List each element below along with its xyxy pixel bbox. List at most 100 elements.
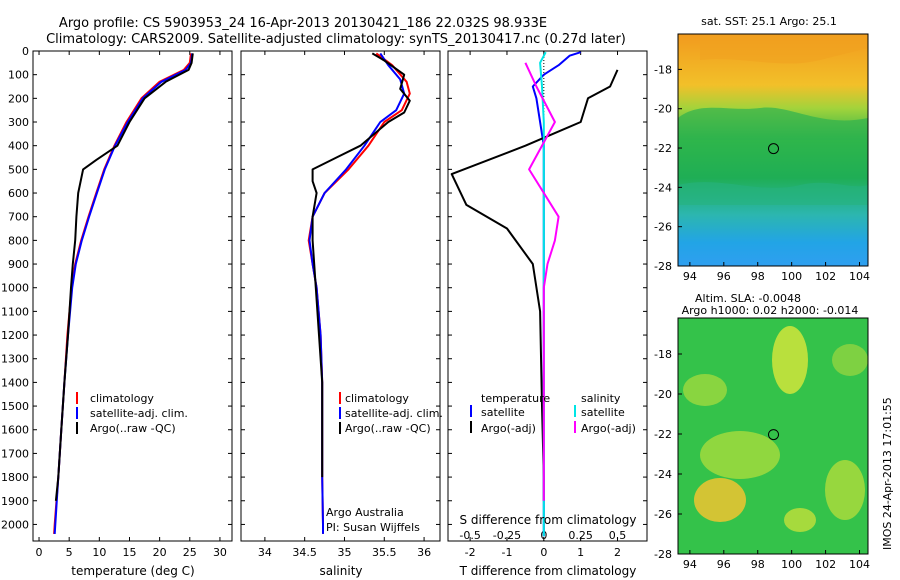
x-tick-label: 20 xyxy=(153,546,167,559)
title-line-1: Argo profile: CS 5903953_24 16-Apr-2013 … xyxy=(59,16,547,31)
map-y-tick-label: -18 xyxy=(654,348,672,361)
depth-tick-label: 200 xyxy=(8,92,29,105)
series-line xyxy=(308,52,406,534)
temperature-xlabel: temperature (deg C) xyxy=(71,564,194,578)
s-difference-label: S difference from climatology xyxy=(460,513,637,527)
depth-tick-label: 900 xyxy=(8,258,29,271)
legend-label-satellite: satellite-adj. clim. xyxy=(345,407,443,420)
title-line-2: Climatology: CARS2009. Satellite-adjuste… xyxy=(46,32,626,47)
depth-tick-label: 0 xyxy=(22,45,29,58)
t-difference-xlabel: T difference from climatology xyxy=(459,564,637,578)
series-line xyxy=(54,53,194,501)
depth-tick-label: 100 xyxy=(8,69,29,82)
sst-argo-marker xyxy=(768,143,780,155)
difference-legend: temperature satellite Argo(-adj) salinit… xyxy=(470,392,636,435)
depth-tick-label: 1700 xyxy=(1,447,29,460)
x-tick-label: 2 xyxy=(614,546,621,559)
s-tick-label: -0.5 xyxy=(459,529,480,542)
depth-tick-label: 500 xyxy=(8,163,29,176)
legend-label-s-satellite: satellite xyxy=(581,406,625,419)
x-tick-label: -2 xyxy=(465,546,476,559)
legend-label-satellite: satellite-adj. clim. xyxy=(90,407,188,420)
s-tick-label: -0.25 xyxy=(493,529,521,542)
series-line xyxy=(53,53,194,534)
depth-tick-label: 1400 xyxy=(1,376,29,389)
legend-label-argo: Argo(..raw -QC) xyxy=(345,422,431,435)
depth-axis: 0 100 200 300 400 500 600 700 800 900 1000 1100 1200… xyxy=(1,45,647,531)
map-x-tick-label: 96 xyxy=(717,558,731,571)
sst-map-field xyxy=(678,34,868,266)
imos-timestamp-label: IMOS 24-Apr-2013 17:01:55 xyxy=(881,397,894,550)
x-tick-label: 36 xyxy=(417,546,431,559)
depth-tick-label: 300 xyxy=(8,116,29,129)
depth-tick-label: 1300 xyxy=(1,353,29,366)
depth-tick-label: 1200 xyxy=(1,329,29,342)
depth-tick-label: 1100 xyxy=(1,305,29,318)
map-x-tick-label: 96 xyxy=(717,270,731,283)
sla-map-frame xyxy=(677,317,869,555)
x-tick-label: 10 xyxy=(92,546,106,559)
map-y-tick-label: -26 xyxy=(654,221,672,234)
map-y-tick-label: -26 xyxy=(654,508,672,521)
series-line xyxy=(524,62,560,501)
legend-title-temperature: temperature xyxy=(481,392,550,405)
x-tick-label: 1 xyxy=(577,546,584,559)
series-line xyxy=(311,52,411,478)
depth-tick-label: 2000 xyxy=(1,518,29,531)
sla-map-title-1: Altim. SLA: -0.0048 xyxy=(695,292,801,305)
temperature-x-axis: 0 5 10 15 20 25 30 xyxy=(36,51,227,559)
legend-label-climatology: climatology xyxy=(345,392,409,405)
argo-australia-label: Argo Australia xyxy=(326,506,404,519)
pi-label: PI: Susan Wijffels xyxy=(326,521,420,534)
x-tick-label: 35 xyxy=(337,546,351,559)
series-line xyxy=(307,52,411,534)
depth-tick-label: 800 xyxy=(8,234,29,247)
salinity-panel-frame xyxy=(240,50,441,542)
s-tick-label: 0.25 xyxy=(568,529,593,542)
legend-label-climatology: climatology xyxy=(90,392,154,405)
depth-tick-label: 1900 xyxy=(1,495,29,508)
depth-tick-label: 1600 xyxy=(1,424,29,437)
x-tick-label: 34.5 xyxy=(292,546,317,559)
map-x-tick-label: 104 xyxy=(849,270,870,283)
legend-label-t-argo: Argo(-adj) xyxy=(481,422,536,435)
sla-map-title-2: Argo h1000: 0.02 h2000: -0.014 xyxy=(682,304,859,317)
sst-map-axes: 94 96 98 100 102 104 -18 -20 -22 -24 -26 -28 xyxy=(654,63,870,283)
salinity-series xyxy=(307,52,411,534)
x-tick-label: 5 xyxy=(66,546,73,559)
x-tick-label: 0 xyxy=(540,546,547,559)
series-line xyxy=(53,53,192,534)
map-y-tick-label: -22 xyxy=(654,142,672,155)
map-x-tick-label: 100 xyxy=(781,558,802,571)
sla-map-field xyxy=(678,318,868,554)
legend-label-argo: Argo(..raw -QC) xyxy=(90,422,176,435)
sla-argo-marker xyxy=(768,429,780,441)
temperature-legend: climatology satellite-adj. clim. Argo(..… xyxy=(76,392,188,435)
map-x-tick-label: 94 xyxy=(683,270,697,283)
x-tick-label: 25 xyxy=(183,546,197,559)
temperature-panel-frame xyxy=(32,50,233,542)
map-y-tick-label: -18 xyxy=(654,63,672,76)
map-y-tick-label: -22 xyxy=(654,428,672,441)
s-tick-label: 0.5 xyxy=(609,529,627,542)
map-y-tick-label: -24 xyxy=(654,181,672,194)
x-tick-label: 35.5 xyxy=(372,546,397,559)
legend-label-s-argo: Argo(-adj) xyxy=(581,422,636,435)
salinity-legend: climatology satellite-adj. clim. Argo(..… xyxy=(339,392,443,435)
legend-title-salinity: salinity xyxy=(581,392,621,405)
legend-label-t-satellite: satellite xyxy=(481,406,525,419)
map-y-tick-label: -28 xyxy=(654,260,672,273)
x-tick-label: 30 xyxy=(213,546,227,559)
salinity-xlabel: salinity xyxy=(319,564,362,578)
map-x-tick-label: 102 xyxy=(815,270,836,283)
map-x-tick-label: 98 xyxy=(751,558,765,571)
x-tick-label: 15 xyxy=(122,546,136,559)
map-x-tick-label: 104 xyxy=(849,558,870,571)
depth-tick-label: 600 xyxy=(8,187,29,200)
depth-tick-label: 400 xyxy=(8,140,29,153)
sst-map-title: sat. SST: 25.1 Argo: 25.1 xyxy=(701,15,837,28)
series-line xyxy=(450,69,619,501)
sst-map-frame xyxy=(677,33,869,267)
map-x-tick-label: 100 xyxy=(781,270,802,283)
